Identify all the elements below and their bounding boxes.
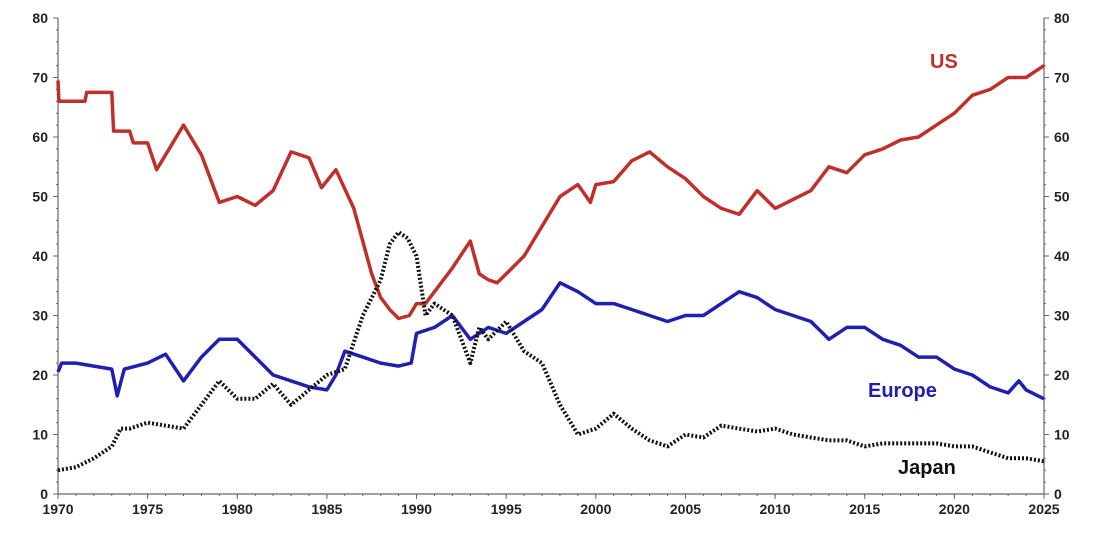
x-tick-label: 2020 [939,501,970,517]
y-tick-label-right: 20 [1054,367,1070,383]
y-tick-label-right: 30 [1054,308,1070,324]
y-tick-label-left: 80 [32,10,48,26]
axes [57,18,1045,495]
y-ticks-right: 0 10 20 30 40 50 60 70 80 [1044,10,1070,502]
y-tick-label-right: 80 [1054,10,1070,26]
y-ticks-left: 0 10 20 30 40 50 60 70 80 [32,10,58,502]
series-label-us: US [930,51,958,73]
y-tick-label-right: 60 [1054,129,1070,145]
x-tick-label: 1970 [42,501,73,517]
x-tick-label: 2000 [580,501,611,517]
y-tick-label-left: 70 [32,70,48,86]
x-tick-label: 2010 [760,501,791,517]
x-tick-label: 2005 [670,501,701,517]
x-tick-label: 2025 [1028,501,1059,517]
series-line-japan [57,230,1045,473]
y-tick-label-left: 10 [32,427,48,443]
x-tick-label: 1975 [132,501,163,517]
y-tick-label-left: 30 [32,308,48,324]
y-tick-label-right: 50 [1054,189,1070,205]
x-tick-label: 1985 [311,501,342,517]
x-tick-label: 1990 [401,501,432,517]
y-tick-label-left: 60 [32,129,48,145]
y-tick-label-left: 20 [32,367,48,383]
series-line-us [56,64,1045,321]
x-tick-label: 2015 [849,501,880,517]
y-tick-label-right: 70 [1054,70,1070,86]
series-label-japan: Japan [898,457,956,479]
y-tick-label-left: 0 [40,486,48,502]
y-tick-label-right: 0 [1054,486,1062,502]
y-tick-label-left: 40 [32,248,48,264]
x-tick-label: 1980 [222,501,253,517]
y-tick-label-right: 10 [1054,427,1070,443]
series-label-europe: Europe [868,380,937,402]
series-line-europe [56,281,1045,401]
series-lines [56,64,1045,473]
y-tick-label-left: 50 [32,189,48,205]
x-tick-label: 1995 [491,501,522,517]
x-ticks: 1970 1975 1980 1985 1990 1995 2000 2005 2010 2015… [42,494,1060,517]
y-tick-label-right: 40 [1054,248,1070,264]
